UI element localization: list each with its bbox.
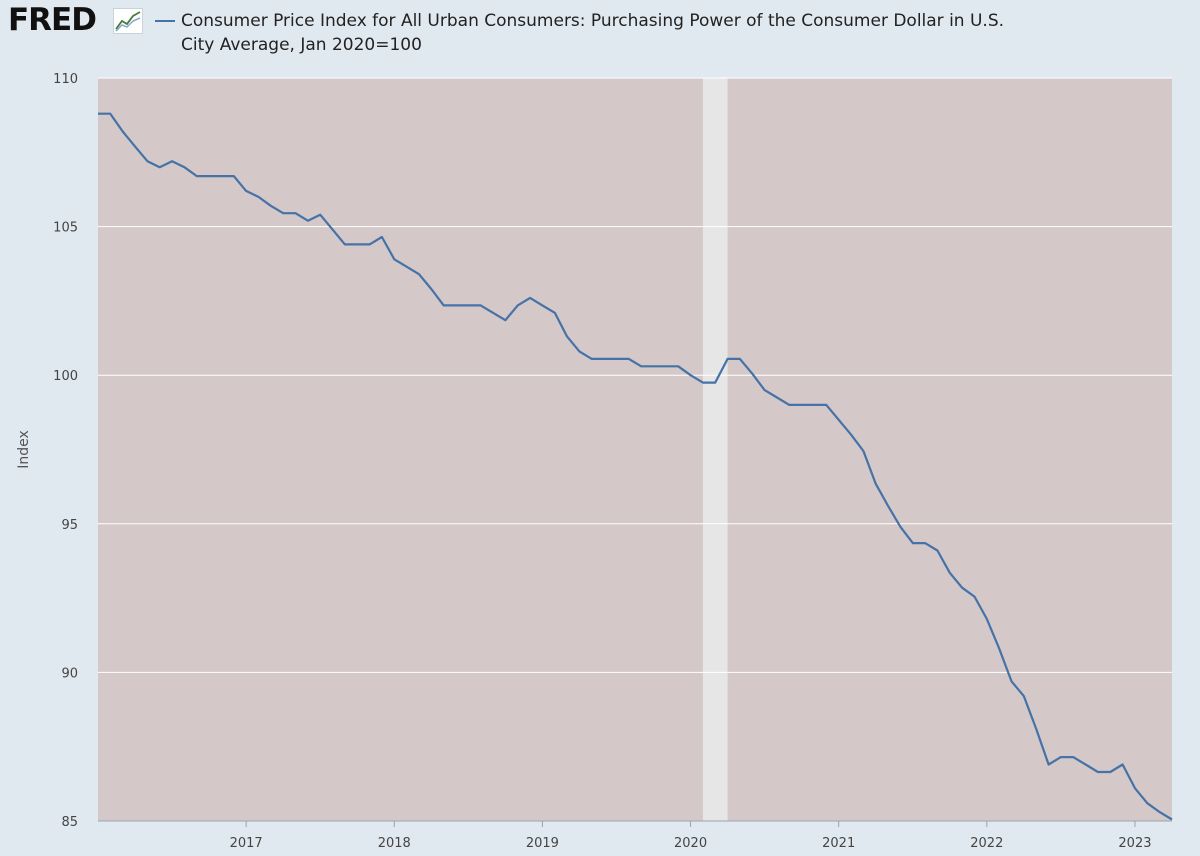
recession-shading: [702, 78, 728, 821]
x-tick-label: 2022: [970, 836, 1003, 851]
x-tick-label: 2019: [526, 836, 559, 851]
x-tick-label: 2023: [1118, 836, 1151, 851]
chart-title-line-2: City Average, Jan 2020=100: [181, 35, 422, 55]
x-tick-label: 2018: [378, 836, 411, 851]
line-chart-icon: [113, 8, 143, 34]
chart-title-line-1: Consumer Price Index for All Urban Consu…: [181, 11, 1005, 31]
series-line: [98, 112, 1173, 821]
x-tick-label: 2017: [230, 836, 263, 851]
plot-area: [98, 78, 1172, 821]
legend-series-swatch: [155, 20, 175, 22]
chart-header: FRED Consumer Price Index for All Urban …: [0, 0, 1200, 66]
y-tick-label: 85: [61, 815, 78, 830]
x-axis: 2017 2018 2019 2020 2021 2022 2023: [98, 820, 1172, 851]
y-tick-label: 105: [53, 221, 78, 236]
y-tick-label: 95: [61, 518, 78, 533]
chart-title: Consumer Price Index for All Urban Consu…: [181, 9, 1061, 57]
fred-logo: FRED: [8, 2, 97, 38]
recession-band: [702, 78, 728, 821]
y-tick-label: 110: [53, 72, 78, 87]
x-tick-label: 2020: [674, 836, 707, 851]
y-tick-label: 100: [53, 369, 78, 384]
y-axis-label: Index: [16, 430, 32, 469]
y-tick-label: 90: [61, 666, 78, 681]
y-axis: 85 90 95 100 105 110: [53, 72, 78, 830]
gridlines: [98, 77, 1172, 673]
x-tick-label: 2021: [822, 836, 855, 851]
